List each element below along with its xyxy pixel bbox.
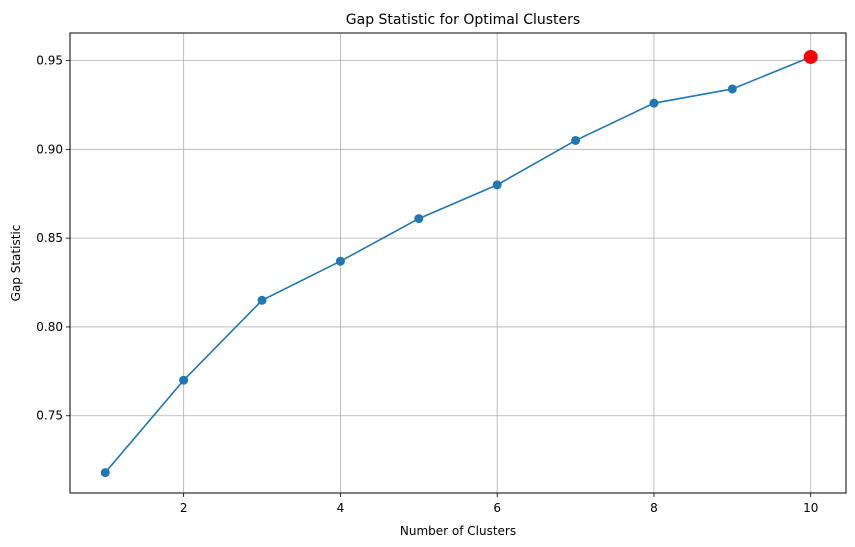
data-point (335, 256, 345, 266)
data-point (179, 375, 189, 385)
y-tick-label: 0.75 (36, 409, 63, 423)
x-tick-label: 6 (493, 501, 501, 515)
y-tick-label: 0.80 (36, 320, 63, 334)
y-tick-label: 0.95 (36, 54, 63, 68)
axis-ticks: 2 4 6 8 10 0.75 0.80 0.85 0.90 0.95 (36, 54, 818, 515)
data-point (257, 295, 267, 305)
x-tick-label: 10 (803, 501, 818, 515)
y-tick-label: 0.90 (36, 142, 63, 156)
chart-title: Gap Statistic for Optimal Clusters (346, 12, 580, 28)
data-point (727, 84, 737, 94)
y-tick-label: 0.85 (36, 231, 63, 245)
grid (70, 33, 846, 493)
data-point (100, 468, 110, 478)
data-point (492, 180, 502, 190)
data-point (571, 135, 581, 145)
x-tick-label: 8 (650, 501, 658, 515)
plot-frame (69, 32, 847, 494)
data-point (649, 98, 659, 108)
y-axis-label: Gap Statistic (9, 225, 23, 302)
series-line (104, 56, 812, 474)
x-tick-label: 2 (180, 501, 188, 515)
series-layer (100, 49, 818, 478)
x-axis-label: Number of Clusters (400, 524, 516, 538)
highlight-point (803, 49, 818, 64)
data-point (414, 214, 424, 224)
x-tick-label: 4 (337, 501, 345, 515)
